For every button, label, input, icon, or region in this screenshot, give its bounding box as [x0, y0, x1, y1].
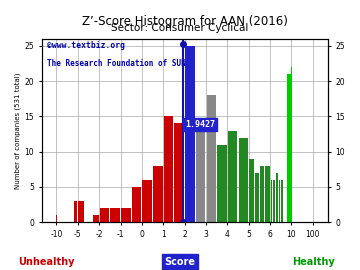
Text: The Research Foundation of SUNY: The Research Foundation of SUNY [47, 59, 191, 68]
Bar [265, 166, 270, 222]
Bar [121, 208, 131, 222]
Bar [196, 123, 206, 222]
Text: Unhealthy: Unhealthy [19, 257, 75, 267]
Bar [207, 95, 216, 222]
Bar [260, 166, 264, 222]
Text: Score: Score [165, 257, 195, 267]
Bar [93, 215, 99, 222]
Y-axis label: Number of companies (531 total): Number of companies (531 total) [15, 72, 22, 189]
Bar [74, 201, 77, 222]
Bar [287, 74, 291, 222]
Bar [143, 180, 152, 222]
Bar [78, 201, 85, 222]
Text: 1.9427: 1.9427 [185, 120, 215, 129]
Bar [164, 116, 174, 222]
Title: Z’-Score Histogram for AAN (2016): Z’-Score Histogram for AAN (2016) [82, 15, 288, 28]
Bar [217, 145, 227, 222]
Bar [185, 81, 195, 222]
Bar [255, 173, 259, 222]
Bar [249, 159, 253, 222]
Bar [273, 180, 275, 222]
Bar [153, 166, 163, 222]
Bar [132, 187, 141, 222]
Bar [111, 208, 120, 222]
Text: Healthy: Healthy [292, 257, 334, 267]
Bar [281, 180, 283, 222]
Bar [276, 173, 278, 222]
Bar [100, 208, 109, 222]
Bar [271, 180, 272, 222]
Bar [279, 180, 280, 222]
Text: ©www.textbiz.org: ©www.textbiz.org [47, 41, 125, 50]
Bar [185, 46, 195, 222]
Text: Sector: Consumer Cyclical: Sector: Consumer Cyclical [111, 23, 249, 33]
Bar [175, 123, 184, 222]
Bar [239, 138, 248, 222]
Bar [228, 130, 238, 222]
